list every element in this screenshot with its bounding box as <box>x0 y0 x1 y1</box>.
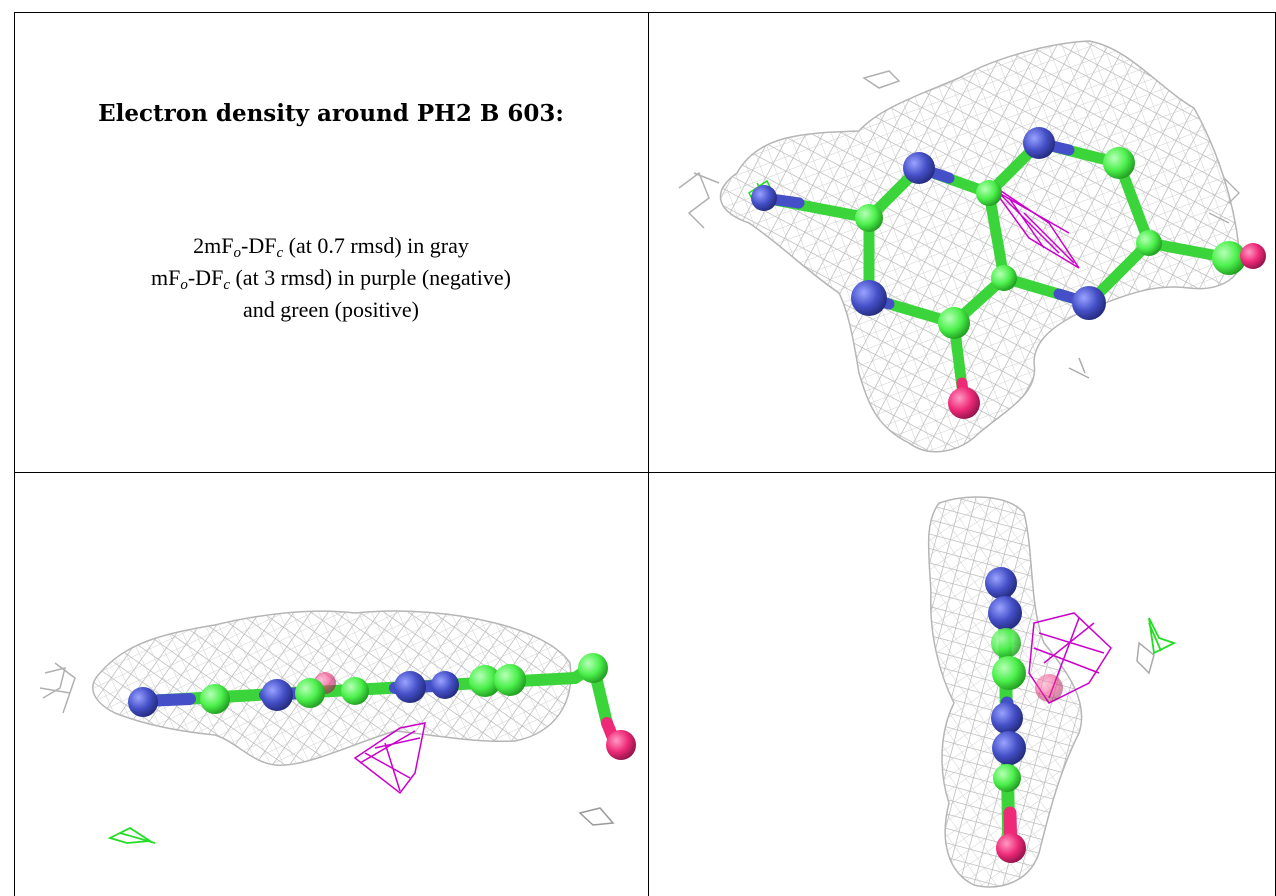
caption-line2-sub1: o <box>180 277 188 293</box>
caption-line2-sub2: c <box>223 277 230 293</box>
molecule-edge-horizontal-render <box>39 610 636 844</box>
caption-line1-c: (at 0.7 rmsd) in gray <box>283 233 469 258</box>
mesh-2fofc-gray <box>39 610 615 826</box>
mesh-negative-purple <box>988 182 1080 269</box>
mesh-positive-green <box>1148 617 1177 655</box>
caption-line2-b: -DF <box>187 265 224 290</box>
caption-line1-sub2: c <box>276 245 284 261</box>
mesh-2fofc-gray <box>678 40 1243 453</box>
caption-line1-sub1: o <box>233 245 242 261</box>
molecule-atoms <box>985 567 1063 863</box>
caption-line1-b: -DF <box>241 233 277 258</box>
molecule-atoms <box>128 653 636 760</box>
molecule-atoms <box>751 127 1266 419</box>
figure-table: Electron density around PH2 B 603: 2mFo-… <box>14 12 1276 896</box>
caption-line-2fofc: 2mFo-DFc (at 0.7 rmsd) in gray <box>14 230 648 262</box>
molecule-face-on-render <box>678 40 1266 453</box>
caption-cell: Electron density around PH2 B 603: 2mFo-… <box>14 12 648 472</box>
border-left <box>14 12 15 896</box>
caption-line1-a: 2mF <box>193 233 234 258</box>
caption-line2-a: mF <box>151 265 181 290</box>
mesh-negative-purple <box>353 722 426 795</box>
caption-line2-c: (at 3 rmsd) in purple (negative) <box>229 265 511 290</box>
mesh-negative-purple <box>1028 612 1112 704</box>
border-top <box>14 12 1276 13</box>
border-middle <box>14 472 1276 473</box>
molecule-edge-vertical-render <box>927 496 1177 888</box>
caption-line-fofc: mFo-DFc (at 3 rmsd) in purple (negative) <box>14 262 648 294</box>
border-center <box>648 12 649 896</box>
caption-line-positive: and green (positive) <box>243 297 419 322</box>
view-bottom-left <box>15 473 648 896</box>
view-bottom-right <box>649 473 1275 896</box>
caption-description: 2mFo-DFc (at 0.7 rmsd) in gray mFo-DFc (… <box>14 230 648 326</box>
view-top-right <box>649 13 1275 472</box>
caption-title: Electron density around PH2 B 603: <box>98 100 564 127</box>
mesh-positive-green <box>107 826 156 844</box>
